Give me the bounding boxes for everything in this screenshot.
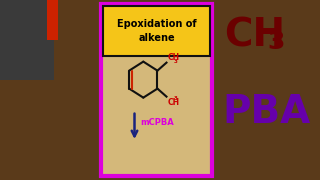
Bar xyxy=(47,0,58,40)
Text: Epoxidation of
alkene: Epoxidation of alkene xyxy=(117,19,196,43)
Bar xyxy=(101,4,212,176)
Bar xyxy=(0,0,54,80)
Text: CH: CH xyxy=(167,98,180,107)
Text: 3: 3 xyxy=(174,59,178,64)
Bar xyxy=(103,6,210,56)
Text: 3: 3 xyxy=(174,96,178,101)
Text: 3: 3 xyxy=(267,30,284,54)
Text: PBA: PBA xyxy=(222,93,310,131)
Text: CH: CH xyxy=(224,16,285,54)
Text: mCPBA: mCPBA xyxy=(140,118,174,127)
Text: CH: CH xyxy=(167,53,180,62)
